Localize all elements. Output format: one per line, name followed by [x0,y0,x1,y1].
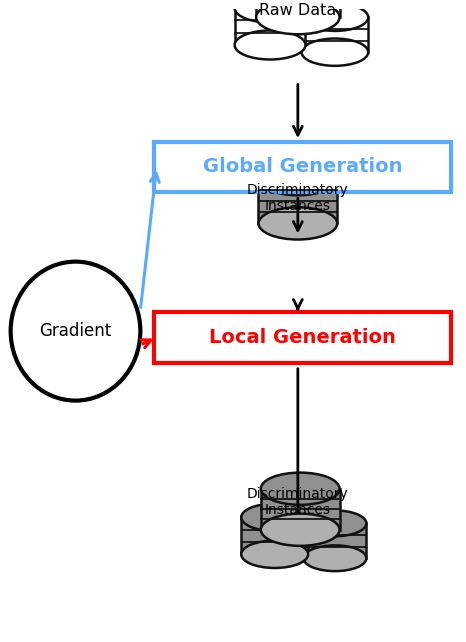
Bar [256,0,340,17]
Ellipse shape [256,0,340,34]
Ellipse shape [234,0,306,22]
FancyBboxPatch shape [154,312,451,363]
Ellipse shape [303,545,366,571]
Text: Global Generation: Global Generation [203,157,402,177]
Ellipse shape [234,31,306,60]
Text: Raw Data: Raw Data [259,3,336,19]
Ellipse shape [259,207,337,239]
FancyBboxPatch shape [154,142,451,192]
Bar [302,17,368,52]
Ellipse shape [241,541,308,568]
Ellipse shape [259,163,337,195]
Bar [303,523,366,559]
Ellipse shape [261,473,340,505]
Ellipse shape [241,503,308,531]
Ellipse shape [11,262,140,401]
Bar [259,179,337,223]
Text: Discriminatory
Instances: Discriminatory Instances [247,183,349,213]
Ellipse shape [261,514,340,546]
Ellipse shape [302,4,368,31]
Text: Discriminatory
Instances: Discriminatory Instances [247,487,349,517]
Bar [234,8,306,45]
Bar [261,489,340,530]
Bar [241,517,308,554]
Ellipse shape [302,39,368,66]
Ellipse shape [303,510,366,536]
Text: Gradient: Gradient [40,322,112,340]
Text: Local Generation: Local Generation [209,328,396,347]
